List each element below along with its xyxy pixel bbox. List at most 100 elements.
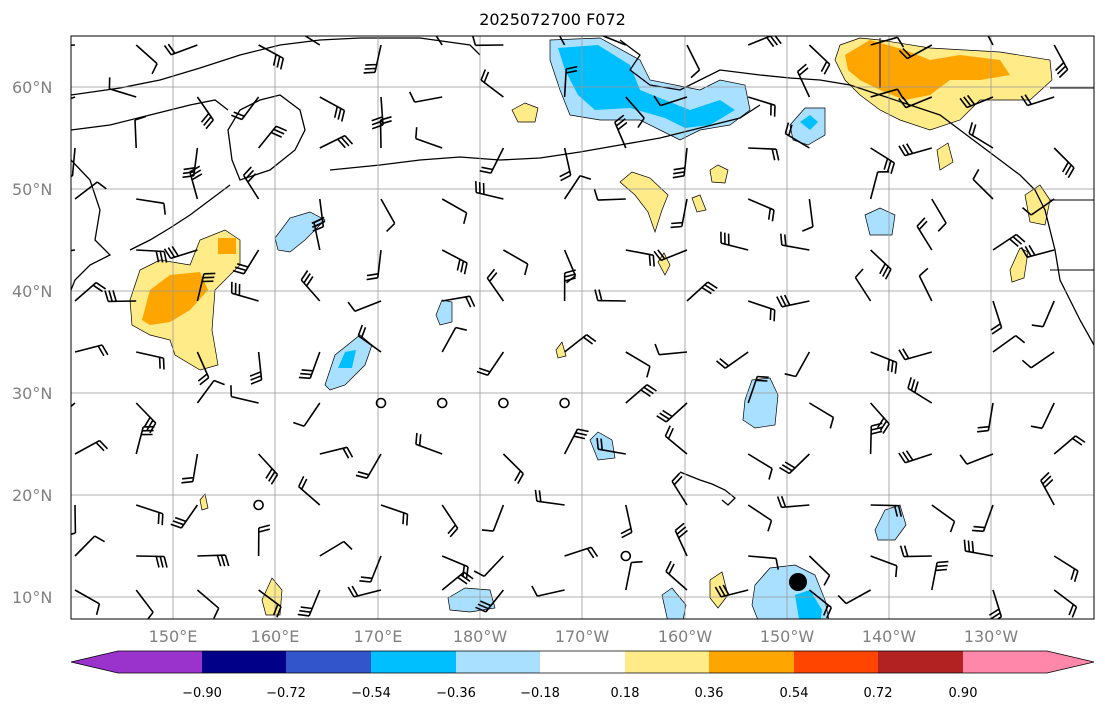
wind-barb xyxy=(870,249,892,280)
wind-barb xyxy=(441,555,469,579)
wind-barb xyxy=(408,91,443,103)
wind-barb xyxy=(366,249,382,281)
colorbar-segment xyxy=(286,651,371,673)
colorbar-tick-label: −0.72 xyxy=(266,686,306,701)
wind-barb xyxy=(435,36,443,46)
wind-barb xyxy=(74,439,109,455)
region-yellow-4 xyxy=(691,194,707,213)
region-bering-blue xyxy=(558,45,735,128)
lat-label: 40°N xyxy=(12,282,52,301)
wind-barb xyxy=(319,540,353,557)
coastlines xyxy=(71,37,1094,506)
wind-barbs xyxy=(71,36,1086,619)
wind-barb xyxy=(593,188,626,201)
wind-barb xyxy=(196,351,210,386)
wind-barb xyxy=(1053,555,1079,583)
wind-barb xyxy=(614,114,628,149)
wind-barb xyxy=(182,147,199,179)
wind-barb xyxy=(653,249,688,262)
wind-barb xyxy=(625,560,643,591)
coastline-alaska xyxy=(619,39,1094,346)
colorbar-segment xyxy=(794,651,878,673)
lon-label: 130°W xyxy=(964,627,1019,646)
region-yellow-9 xyxy=(709,571,729,609)
wind-barb xyxy=(959,453,994,465)
wind-barb xyxy=(196,589,220,619)
wind-barb xyxy=(898,348,933,361)
wind-barb xyxy=(135,425,155,455)
lon-label: 140°W xyxy=(862,627,917,646)
colorbar-tick-label: −0.36 xyxy=(436,686,476,701)
colorbar-tick-label: −0.90 xyxy=(182,686,222,701)
colorbar-segment xyxy=(371,651,456,673)
wind-barb xyxy=(625,249,655,267)
wind-barb xyxy=(837,589,871,605)
wind-barb xyxy=(135,44,158,75)
region-blob-6b xyxy=(800,115,818,130)
calm-wind-circle xyxy=(436,397,448,409)
coastline-kuril xyxy=(129,184,231,251)
wind-barb xyxy=(257,125,288,149)
wind-barb xyxy=(1031,300,1055,328)
lon-label: 150°W xyxy=(760,627,815,646)
wind-barb xyxy=(898,96,933,109)
coastline-sakhalin-japan xyxy=(71,159,112,291)
wind-barb xyxy=(1053,147,1075,179)
wind-barb xyxy=(686,281,718,302)
wind-barb xyxy=(359,555,382,583)
wind-barb xyxy=(563,174,592,200)
wind-barb xyxy=(594,289,626,302)
wind-barb xyxy=(988,589,1003,619)
wind-barb xyxy=(854,268,872,302)
wind-barb xyxy=(1021,351,1055,369)
calm-wind-circle xyxy=(253,499,264,511)
lon-label: 180°W xyxy=(453,627,508,646)
wind-barb xyxy=(242,166,260,200)
colorbar-segment xyxy=(878,651,963,673)
wind-barb xyxy=(559,147,572,182)
wind-barb xyxy=(293,402,321,427)
wind-barb xyxy=(1040,471,1055,506)
colorbar-tick-label: −0.18 xyxy=(520,686,560,701)
wind-barb xyxy=(653,95,688,107)
wind-barb xyxy=(232,249,260,275)
wind-barb xyxy=(972,169,994,200)
wind-barb xyxy=(258,44,285,70)
wind-barb xyxy=(135,589,154,619)
region-blob-3 xyxy=(435,299,453,326)
wind-barb xyxy=(747,375,769,404)
wind-barb xyxy=(992,334,1026,353)
wind-barb xyxy=(780,233,810,251)
wind-barb xyxy=(870,147,896,175)
colorbar-tick-label: −0.54 xyxy=(351,686,391,701)
wind-barb xyxy=(74,181,107,200)
wind-barb xyxy=(297,589,321,617)
wind-barb xyxy=(990,300,1003,335)
wind-barb xyxy=(181,453,199,484)
wind-barb xyxy=(898,44,933,60)
wind-barb xyxy=(720,231,749,251)
wind-barb xyxy=(297,475,321,506)
wind-barb xyxy=(931,560,949,591)
location-marker xyxy=(789,573,807,591)
wind-barb xyxy=(748,555,779,570)
wind-barb xyxy=(163,43,198,56)
lat-label: 10°N xyxy=(12,588,52,607)
wind-barb xyxy=(558,36,566,46)
wind-barb xyxy=(918,267,933,302)
lat-label: 30°N xyxy=(12,384,52,403)
wind-barb xyxy=(808,44,831,75)
wind-barb xyxy=(931,198,947,232)
wind-barb xyxy=(479,147,505,174)
wind-barb xyxy=(196,96,214,130)
wind-barb xyxy=(503,249,529,276)
wind-barb xyxy=(747,36,782,48)
wind-barb xyxy=(136,555,168,568)
wind-barb xyxy=(534,489,565,506)
region-yellow-3 xyxy=(709,164,729,184)
wind-barb xyxy=(564,546,599,559)
wind-barb xyxy=(620,504,633,539)
wind-barb xyxy=(531,585,565,597)
wind-barb xyxy=(347,585,382,598)
region-blob-7 xyxy=(864,207,896,236)
